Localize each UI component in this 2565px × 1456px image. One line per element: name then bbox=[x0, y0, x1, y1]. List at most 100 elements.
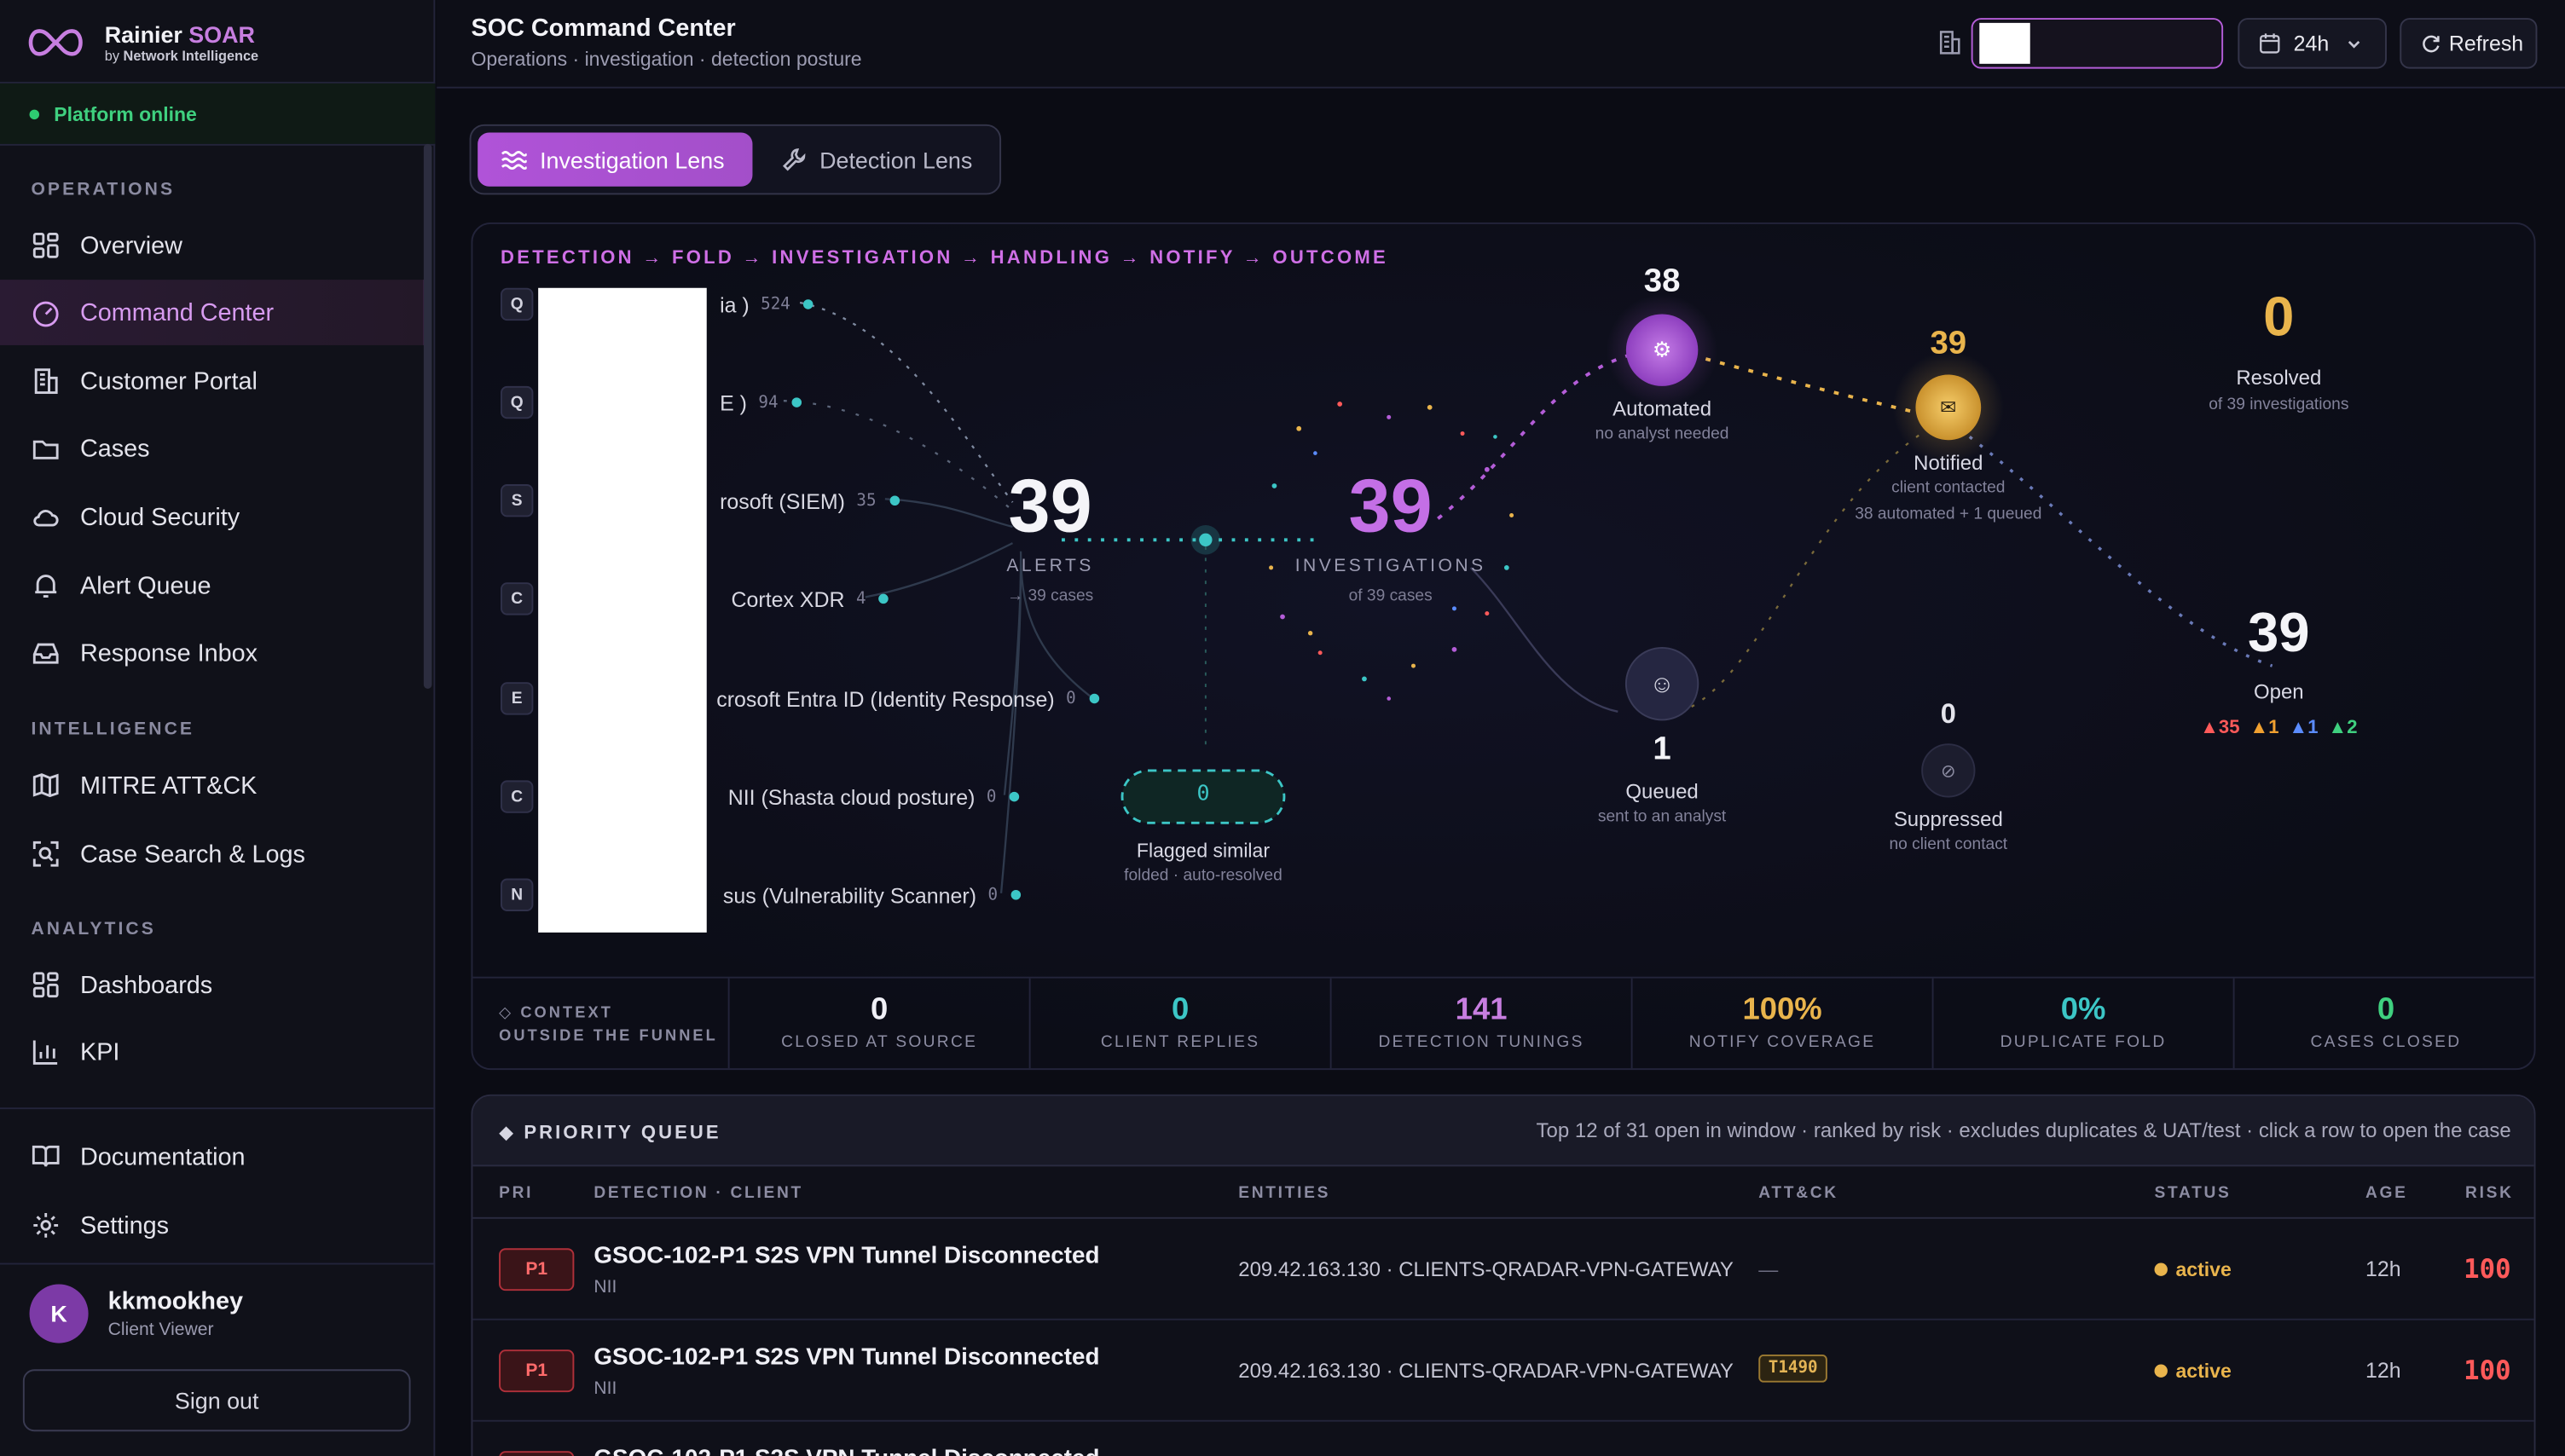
building-icon[interactable] bbox=[1938, 30, 1961, 56]
tab-investigation-lens[interactable]: Investigation Lens bbox=[478, 132, 753, 187]
context-cases-closed[interactable]: 0 CASES CLOSED bbox=[2232, 978, 2534, 1069]
detection-title: GSOC-102-P1 S2S VPN Tunnel Disconnected bbox=[593, 1446, 1099, 1456]
source-count: 0 bbox=[987, 886, 999, 904]
investigations-sub: of 39 cases bbox=[1348, 586, 1433, 606]
cloud-icon bbox=[31, 502, 61, 532]
source-row[interactable]: Q ia ) 524 bbox=[501, 287, 814, 321]
entities: 209.42.163.130 · CLIENTS-QRADAR-VPN-GATE… bbox=[1238, 1359, 1734, 1383]
col-risk[interactable]: RISK bbox=[2465, 1184, 2514, 1203]
context-client-replies[interactable]: 0 CLIENT REPLIES bbox=[1028, 978, 1330, 1069]
investigations-label: INVESTIGATIONS bbox=[1294, 556, 1486, 576]
source-dot bbox=[878, 593, 889, 604]
status-badge: active bbox=[2154, 1360, 2232, 1383]
sidebar-item-command-center[interactable]: Command Center bbox=[0, 280, 429, 345]
source-row[interactable]: N sus (Vulnerability Scanner) 0 bbox=[501, 878, 1021, 911]
priority-queue: ◆ PRIORITY QUEUE Top 12 of 31 open in wi… bbox=[471, 1094, 2536, 1456]
table-row[interactable]: P1 GSOC-102-P1 S2S VPN Tunnel Disconnect… bbox=[472, 1320, 2534, 1422]
sidebar-item-dashboards[interactable]: Dashboards bbox=[0, 952, 429, 1018]
sidebar-item-response-inbox[interactable]: Response Inbox bbox=[0, 620, 429, 685]
user-profile[interactable]: K kkmookhey Client Viewer bbox=[29, 1284, 243, 1343]
inbox-icon bbox=[31, 638, 61, 667]
resolved-count: 0 bbox=[2263, 286, 2295, 349]
time-range-select[interactable]: 24h bbox=[2238, 18, 2387, 69]
col-age[interactable]: AGE bbox=[2365, 1184, 2408, 1203]
col-attack[interactable]: ATT&CK bbox=[1758, 1184, 1838, 1203]
resolved-sub: of 39 investigations bbox=[2209, 396, 2349, 414]
table-row[interactable]: P1 GSOC-102-P1 S2S VPN Tunnel Disconnect… bbox=[472, 1219, 2534, 1320]
context-closed-at-source[interactable]: 0 CLOSED AT SOURCE bbox=[727, 978, 1029, 1069]
col-detection[interactable]: DETECTION · CLIENT bbox=[593, 1184, 803, 1203]
open-count: 39 bbox=[2248, 602, 2310, 665]
source-row[interactable]: C NII (Shasta cloud posture) 0 bbox=[501, 780, 1020, 813]
alerts-count: 39 bbox=[1008, 463, 1092, 548]
mail-icon[interactable]: ✉ bbox=[1940, 396, 1957, 419]
brand[interactable]: Rainier SOAR by Network Intelligence bbox=[23, 16, 258, 68]
sidebar-item-kpi[interactable]: KPI bbox=[0, 1020, 429, 1085]
suppressed-count: 0 bbox=[1940, 698, 1956, 730]
client-name: NII bbox=[593, 1277, 617, 1297]
context-duplicate-fold[interactable]: 0% DUPLICATE FOLD bbox=[1931, 978, 2233, 1069]
source-badge: S bbox=[501, 484, 534, 517]
context-label: ◇ CONTEXT OUTSIDE THE FUNNEL bbox=[499, 1004, 718, 1046]
sidebar-item-case-search-logs[interactable]: Case Search & Logs bbox=[0, 821, 429, 887]
context-detection-tunings[interactable]: 141 DETECTION TUNINGS bbox=[1329, 978, 1631, 1069]
source-name: crosoft Entra ID (Identity Response) bbox=[716, 686, 1055, 711]
sidebar-item-settings[interactable]: Settings bbox=[0, 1193, 429, 1258]
brand-name: Rainier SOAR bbox=[104, 20, 255, 48]
col-entities[interactable]: ENTITIES bbox=[1238, 1184, 1331, 1203]
section-label-operations: OPERATIONS bbox=[31, 180, 176, 200]
sidebar-item-customer-portal[interactable]: Customer Portal bbox=[0, 349, 429, 414]
gear-icon[interactable]: ⚙ bbox=[1652, 337, 1672, 362]
source-row[interactable]: S rosoft (SIEM) 35 bbox=[501, 484, 900, 517]
sidebar-item-label: MITRE ATT&CK bbox=[80, 771, 258, 800]
col-status[interactable]: STATUS bbox=[2154, 1184, 2232, 1203]
sidebar-item-overview[interactable]: Overview bbox=[0, 212, 429, 278]
tab-label: Detection Lens bbox=[819, 146, 973, 173]
bar-chart-icon bbox=[31, 1037, 61, 1067]
source-badge: E bbox=[501, 682, 534, 715]
open-label: Open bbox=[2253, 680, 2304, 704]
table-header: PRI DETECTION · CLIENT ENTITIES ATT&CK S… bbox=[472, 1166, 2534, 1219]
source-count: 0 bbox=[986, 788, 997, 806]
section-label-intelligence: INTELLIGENCE bbox=[31, 719, 195, 740]
source-badge: Q bbox=[501, 385, 534, 419]
refresh-button[interactable]: Refresh bbox=[2400, 18, 2538, 69]
block-icon[interactable]: ⊘ bbox=[1940, 761, 1956, 782]
age: 12h bbox=[2365, 1357, 2401, 1383]
sidebar-item-label: Settings bbox=[80, 1211, 169, 1239]
alerts-sub: → 39 cases bbox=[1006, 586, 1094, 606]
divider bbox=[0, 143, 436, 146]
attack-technique-tag[interactable]: T1490 bbox=[1758, 1355, 1828, 1383]
user-role: Client Viewer bbox=[107, 1320, 214, 1340]
divider bbox=[0, 81, 436, 84]
client-name: NII bbox=[593, 1378, 617, 1399]
source-row[interactable]: Q E ) 94 bbox=[501, 385, 802, 419]
source-row[interactable]: C Cortex XDR 4 bbox=[501, 582, 889, 615]
sidebar-item-mitre-attack[interactable]: MITRE ATT&CK bbox=[0, 753, 429, 818]
source-dot bbox=[803, 299, 814, 309]
investigations-count: 39 bbox=[1348, 463, 1433, 548]
smiley-icon[interactable]: ☺ bbox=[1649, 669, 1675, 698]
sidebar-scrollbar[interactable] bbox=[423, 143, 432, 689]
section-label-analytics: ANALYTICS bbox=[31, 919, 156, 939]
notified-label: Notified bbox=[1914, 451, 1983, 475]
sidebar-item-cloud-security[interactable]: Cloud Security bbox=[0, 484, 429, 550]
sidebar-item-alert-queue[interactable]: Alert Queue bbox=[0, 553, 429, 619]
folder-icon bbox=[31, 434, 61, 464]
table-row[interactable]: P1 GSOC-102-P1 S2S VPN Tunnel Disconnect… bbox=[472, 1422, 2533, 1456]
suppressed-sub: no client contact bbox=[1889, 835, 2008, 854]
source-count: 35 bbox=[856, 491, 877, 510]
tenant-select-input[interactable] bbox=[1971, 18, 2224, 69]
automated-count: 38 bbox=[1643, 263, 1681, 300]
source-row[interactable]: E crosoft Entra ID (Identity Response) 0 bbox=[501, 682, 1099, 715]
sidebar-item-label: Case Search & Logs bbox=[80, 840, 305, 869]
status-badge: active bbox=[2154, 1258, 2232, 1281]
col-pri[interactable]: PRI bbox=[499, 1184, 534, 1203]
sidebar-item-cases[interactable]: Cases bbox=[0, 415, 429, 481]
tab-detection-lens[interactable]: Detection Lens bbox=[759, 132, 994, 186]
sidebar-item-documentation[interactable]: Documentation bbox=[0, 1124, 429, 1189]
lens-switcher: Investigation Lens Detection Lens bbox=[469, 124, 1002, 195]
sign-out-button[interactable]: Sign out bbox=[22, 1369, 411, 1432]
source-name: rosoft (SIEM) bbox=[720, 488, 846, 513]
context-notify-coverage[interactable]: 100% NOTIFY COVERAGE bbox=[1630, 978, 1932, 1069]
